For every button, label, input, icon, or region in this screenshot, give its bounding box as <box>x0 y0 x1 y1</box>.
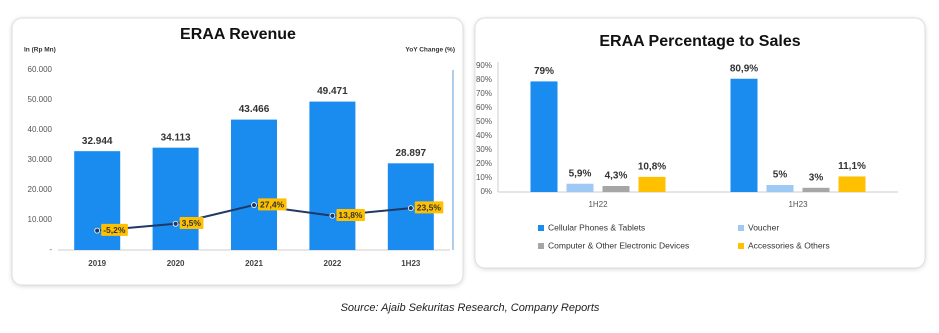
legend-swatch <box>738 225 744 231</box>
y-tick-label: 70% <box>476 89 492 98</box>
y-tick-label: 0% <box>480 187 492 196</box>
line-marker <box>407 205 414 212</box>
y-tick-label: 60.000 <box>28 65 53 74</box>
data-label: 13,8% <box>338 210 363 220</box>
y-tick-label: 30.000 <box>28 155 53 164</box>
data-label: 43.466 <box>239 104 270 115</box>
y-tick-label: - <box>49 245 52 254</box>
data-label: 3,5% <box>182 218 202 228</box>
legend-swatch <box>538 225 544 231</box>
x-tick-label: 2021 <box>245 259 263 268</box>
line-marker <box>329 212 336 219</box>
data-label: 3% <box>809 172 824 183</box>
y2-axis-label: YoY Change (%) <box>405 47 455 54</box>
x-tick-label: 2020 <box>167 259 185 268</box>
y-tick-label: 40% <box>476 131 492 140</box>
legend-label: Computer & Other Electronic Devices <box>548 240 689 250</box>
legend-swatch <box>738 243 744 249</box>
data-label: 10,8% <box>638 162 666 173</box>
bar <box>602 185 630 192</box>
bar <box>730 78 758 192</box>
data-label-box: 13,8% <box>336 208 365 221</box>
y-axis-label: In (Rp Mn) <box>24 47 56 54</box>
data-label: 80,9% <box>730 63 758 74</box>
y-tick-label: 40.000 <box>28 125 53 134</box>
data-label: 11,1% <box>838 161 866 172</box>
chart-title: ERAA Percentage to Sales <box>599 33 800 50</box>
data-label: 4,3% <box>605 171 628 182</box>
bar <box>231 119 277 251</box>
bar <box>838 176 866 192</box>
line-marker <box>251 202 257 208</box>
data-label: 34.113 <box>161 132 191 143</box>
y-tick-label: 50.000 <box>28 95 53 104</box>
label-bg <box>179 217 204 230</box>
bar <box>530 81 558 192</box>
data-label: 79% <box>534 66 554 77</box>
label-bg <box>336 208 365 221</box>
legend-label: Accessories & Others <box>748 240 830 250</box>
label-bg <box>414 201 444 214</box>
bar <box>152 147 199 250</box>
x-tick-label: 2019 <box>88 259 106 268</box>
line-marker <box>94 227 101 234</box>
data-label-box: 23,5% <box>414 201 444 214</box>
data-label: 5,9% <box>569 168 592 179</box>
data-label: 32.944 <box>82 136 113 147</box>
data-label: 28.897 <box>396 148 427 159</box>
chart-title: ERAA Revenue <box>180 26 296 43</box>
data-label: 49.471 <box>317 86 348 97</box>
y-tick-label: 30% <box>476 145 492 154</box>
y-tick-label: 60% <box>476 103 492 112</box>
data-label: 5% <box>773 170 788 181</box>
panel <box>474 17 926 269</box>
bar <box>638 176 666 192</box>
label-bg <box>258 198 287 211</box>
legend-label: Cellular Phones & Tablets <box>548 222 645 232</box>
y-tick-label: 20.000 <box>28 185 53 194</box>
x-tick-label: 1H22 <box>588 200 608 209</box>
x-tick-label: 2022 <box>324 259 342 268</box>
y-tick-label: 10% <box>476 173 492 182</box>
y-tick-label: 90% <box>476 61 492 70</box>
y-tick-label: 50% <box>476 117 492 126</box>
line-marker <box>172 220 179 227</box>
bar <box>802 187 830 192</box>
bar <box>309 101 356 250</box>
x-tick-label: 1H23 <box>401 259 421 268</box>
y-tick-label: 10.000 <box>28 215 53 224</box>
source: Source: Ajaib Sekuritas Research, Compan… <box>341 302 600 314</box>
label-bg <box>101 223 128 236</box>
legend-swatch <box>538 243 544 249</box>
data-label: 23,5% <box>417 202 442 212</box>
data-label-box: 3,5% <box>179 217 204 230</box>
bar <box>566 183 594 192</box>
data-label: 27,4% <box>260 199 285 209</box>
bar <box>766 185 794 192</box>
data-label: -5,2% <box>103 225 126 235</box>
data-label-box: 27,4% <box>258 198 287 211</box>
data-label-box: -5,2% <box>101 223 128 236</box>
legend-label: Voucher <box>748 222 779 232</box>
y-tick-label: 20% <box>476 159 492 168</box>
x-tick-label: 1H23 <box>788 200 808 209</box>
y-tick-label: 80% <box>476 75 492 84</box>
